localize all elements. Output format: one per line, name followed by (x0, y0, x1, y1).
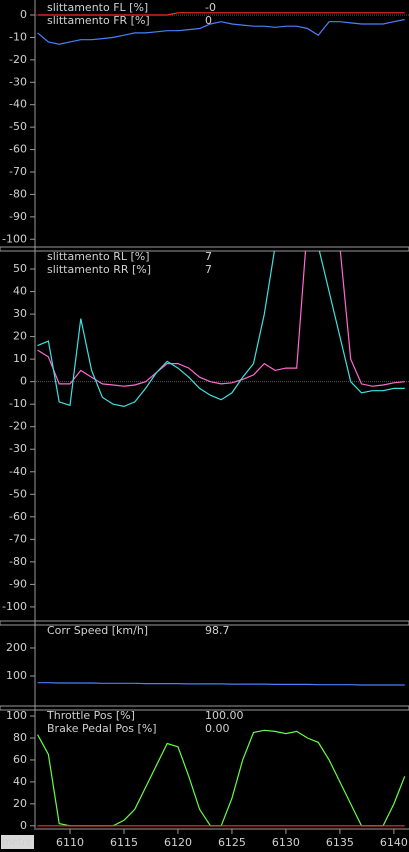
legend-readout: 100.00 (205, 709, 244, 722)
x-tick-label: 6120 (164, 836, 192, 849)
y-tick-label: 0 (20, 375, 27, 388)
y-tick-label: 50 (13, 262, 27, 275)
y-tick-label: -100 (2, 600, 27, 613)
legend-readout: 0 (205, 14, 212, 27)
legend-name: slittamento FL [%] (47, 1, 148, 14)
y-tick-label: 40 (13, 775, 27, 788)
y-tick-label: -20 (9, 420, 27, 433)
x-tick-label: 6125 (218, 836, 246, 849)
y-tick-label: -80 (9, 187, 27, 200)
y-tick-label: -10 (9, 397, 27, 410)
y-tick-label: -90 (9, 577, 27, 590)
y-tick-label: 100 (6, 669, 27, 682)
y-tick-label: -30 (9, 75, 27, 88)
y-tick-label: -90 (9, 210, 27, 223)
panel-separator (0, 705, 409, 711)
y-tick-label: 30 (13, 307, 27, 320)
y-tick-label: 80 (13, 731, 27, 744)
legend-readout: -0 (205, 1, 216, 14)
x-tick-label: 6115 (110, 836, 138, 849)
y-tick-label: 10 (13, 352, 27, 365)
y-tick-label: -70 (9, 165, 27, 178)
y-tick-label: -40 (9, 465, 27, 478)
y-tick-label: 100 (6, 709, 27, 722)
x-tick-label: 6140 (380, 836, 408, 849)
y-tick-label: -60 (9, 510, 27, 523)
series-line (37, 682, 405, 686)
y-tick-label: -30 (9, 442, 27, 455)
y-tick-label: -50 (9, 120, 27, 133)
y-tick-label: 40 (13, 285, 27, 298)
legend-name: slittamento RR [%] (47, 263, 151, 276)
legend-readout: 0.00 (205, 722, 230, 735)
legend-name: slittamento FR [%] (47, 14, 150, 27)
y-tick-label: 20 (13, 797, 27, 810)
y-tick-label: -80 (9, 555, 27, 568)
legend-name: slittamento RL [%] (47, 250, 150, 263)
y-tick-label: -100 (2, 232, 27, 245)
legend-name: Throttle Pos [%] (46, 709, 135, 722)
x-tick-label: 6110 (56, 836, 84, 849)
x-axis-label: metre (2, 837, 32, 848)
panel-separator (0, 620, 409, 626)
panel-separator (0, 246, 409, 252)
y-tick-label: -20 (9, 53, 27, 66)
y-tick-label: 0 (20, 819, 27, 832)
legend-name: Brake Pedal Pos [%] (47, 722, 157, 735)
legend-readout: 7 (205, 263, 212, 276)
series-line (37, 18, 405, 45)
y-tick-label: 60 (13, 753, 27, 766)
legend-readout: 98.7 (205, 624, 230, 637)
series-line (37, 12, 405, 16)
series-line (37, 251, 405, 387)
y-tick-label: -40 (9, 98, 27, 111)
x-tick-label: 6135 (326, 836, 354, 849)
y-tick-label: 20 (13, 330, 27, 343)
x-label-box (1, 835, 34, 849)
legend-readout: 7 (205, 250, 212, 263)
y-tick-label: 0 (20, 8, 27, 21)
x-tick-label: 6130 (272, 836, 300, 849)
y-tick-label: -10 (9, 30, 27, 43)
y-tick-label: -50 (9, 487, 27, 500)
y-tick-label: 200 (6, 641, 27, 654)
y-tick-label: -70 (9, 532, 27, 545)
y-tick-label: -60 (9, 143, 27, 156)
series-line (37, 251, 405, 408)
legend-name: Corr Speed [km/h] (47, 624, 148, 637)
